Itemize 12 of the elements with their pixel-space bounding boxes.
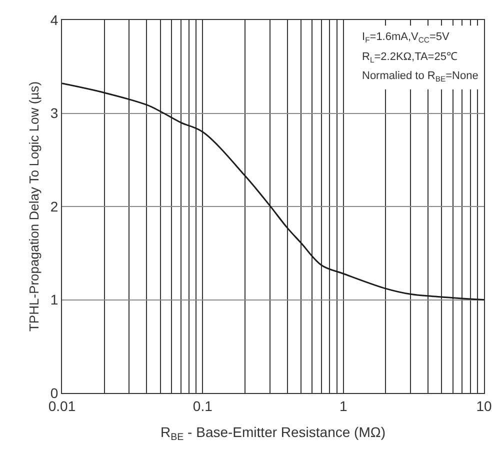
y-tick-label: 4 (50, 12, 58, 28)
annotation: Normalied to R$_{BE}$=None (362, 70, 478, 84)
annotation: R$_{L}$=2.2KΩ,TA=25℃ (362, 51, 458, 64)
x-axis-title: R$_{BE}$ - Base-Emitter Resistance (MΩ) (160, 424, 386, 444)
x-tick-label: 0.1 (192, 398, 213, 414)
x-tick-label: 1 (339, 398, 348, 414)
y-axis-title: TPHL-Propagation Delay To Logic Low (µs) (26, 81, 42, 332)
y-tick-label: 3 (50, 105, 58, 122)
x-tick-label: 10 (476, 398, 492, 414)
y-tick-label: 1 (50, 292, 58, 308)
annotation: I$_{F}$=1.6mA,V$_{CC}$=5V (362, 31, 450, 44)
y-tick-label: 2 (50, 198, 58, 214)
